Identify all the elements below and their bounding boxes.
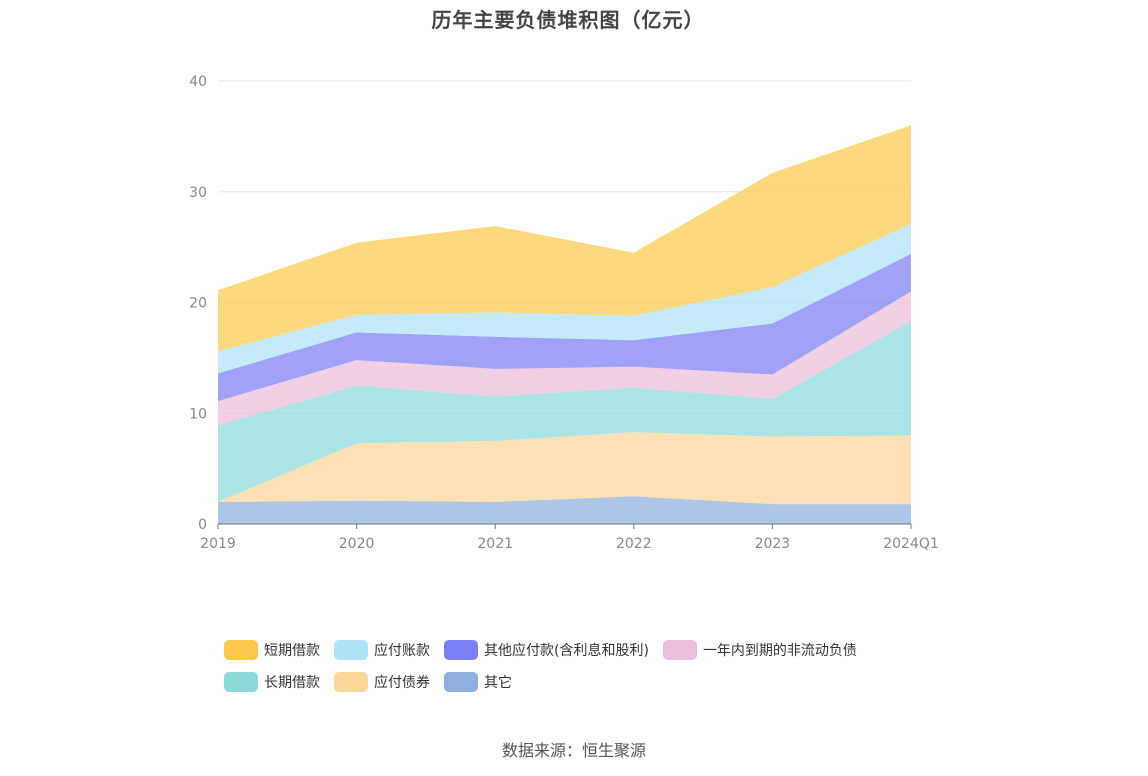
legend-label: 短期借款 (264, 643, 320, 659)
legend-label: 应付账款 (374, 643, 430, 659)
y-tick-label: 40 (189, 74, 207, 90)
x-tick-label: 2019 (200, 536, 236, 552)
legend-label: 其它 (484, 675, 512, 691)
legend-swatch (444, 640, 478, 660)
legend-item[interactable]: 其它 (444, 672, 512, 692)
area-series-6 (218, 125, 911, 352)
legend-swatch (334, 672, 368, 692)
legend-item[interactable]: 应付账款 (334, 640, 430, 660)
legend-item[interactable]: 一年内到期的非流动负债 (662, 640, 857, 660)
x-tick-label: 2020 (339, 536, 375, 552)
legend-swatch (224, 640, 258, 660)
legend-swatch (334, 640, 368, 660)
legend-label: 长期借款 (264, 675, 320, 691)
y-tick-label: 30 (189, 185, 207, 201)
legend-swatch (662, 640, 697, 660)
legend-label: 应付债券 (374, 675, 430, 691)
legend-label: 一年内到期的非流动负债 (702, 643, 857, 659)
legend-item[interactable]: 长期借款 (224, 672, 320, 692)
x-tick-label: 2023 (755, 536, 791, 552)
legend: 短期借款 应付账款 其他应付款(含利息和股利) 一年内到期的非流动负债长期借款 应付债券… (224, 640, 944, 692)
legend-label: 其他应付款(含利息和股利) (484, 643, 649, 659)
x-tick-label: 2021 (477, 536, 513, 552)
legend-swatch (444, 672, 478, 692)
axis-layer: 0 10 20 30 40 2019 2020 2021 2022 2023 2024Q1 (189, 74, 939, 552)
y-tick-label: 0 (198, 517, 207, 533)
area-series-5 (218, 223, 911, 374)
legend-item[interactable]: 应付债券 (334, 672, 430, 692)
area-series-0 (218, 496, 911, 524)
area-series-3 (218, 291, 911, 426)
area-series-2 (218, 321, 911, 502)
x-tick-label: 2024Q1 (883, 536, 939, 552)
stacked-area-chart: 0 10 20 30 40 2019 2020 2021 2022 2023 2024Q1 (189, 74, 939, 552)
legend-item[interactable]: 其他应付款(含利息和股利) (444, 640, 649, 660)
source-note: 数据来源：恒生聚源 (501, 741, 646, 760)
area-series-layer (218, 125, 911, 524)
y-tick-label: 20 (189, 296, 207, 312)
chart-title: 历年主要负债堆积图（亿元） (431, 8, 705, 32)
area-series-1 (218, 432, 911, 505)
legend-swatch (224, 672, 258, 692)
legend-item[interactable]: 短期借款 (224, 640, 320, 660)
area-series-4 (218, 253, 911, 402)
x-tick-label: 2022 (616, 536, 652, 552)
y-tick-label: 10 (189, 406, 207, 422)
